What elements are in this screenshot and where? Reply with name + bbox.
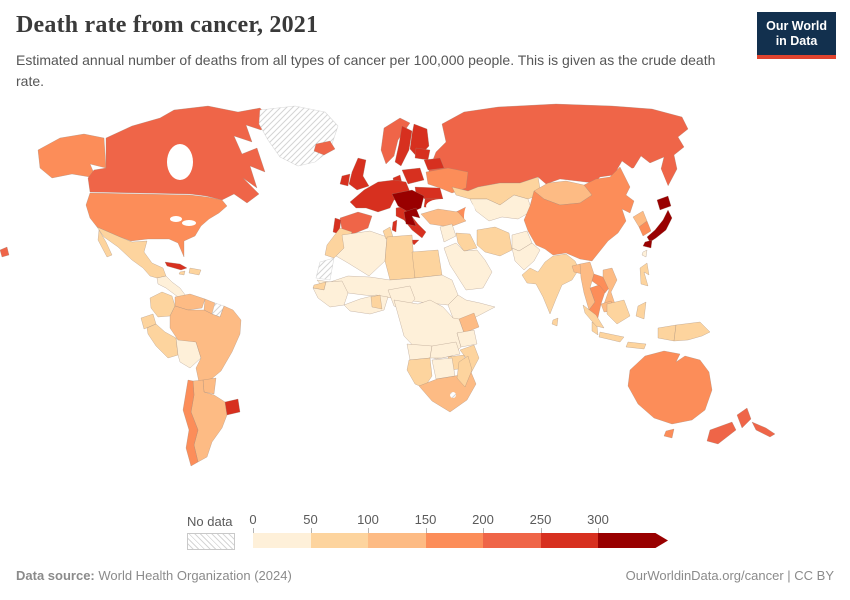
- legend-bin-100-150[interactable]: [368, 533, 426, 548]
- region-sardinia[interactable]: [391, 219, 398, 233]
- region-lesotho[interactable]: [450, 392, 456, 398]
- region-lesser-sunda[interactable]: [625, 341, 647, 350]
- region-jamaica[interactable]: [178, 270, 186, 276]
- owid-logo-line1: Our World: [766, 19, 827, 33]
- region-south-korea[interactable]: [638, 220, 652, 237]
- owid-logo[interactable]: Our World in Data: [757, 12, 836, 59]
- region-chile[interactable]: [182, 379, 199, 467]
- data-source-note: Data source: World Health Organization (…: [16, 568, 292, 583]
- data-source-text: World Health Organization (2024): [94, 568, 292, 583]
- great-lakes-2: [182, 220, 196, 226]
- region-levant[interactable]: [439, 223, 457, 243]
- legend-tick-label: 250: [529, 512, 552, 527]
- region-western-sahara[interactable]: [315, 257, 335, 281]
- owid-logo-line2: in Data: [775, 34, 818, 48]
- region-ghana[interactable]: [370, 294, 383, 310]
- legend-tick-label: 100: [357, 512, 379, 527]
- page-title: Death rate from cancer, 2021: [16, 12, 319, 38]
- region-java[interactable]: [598, 331, 625, 343]
- great-lakes: [170, 216, 182, 222]
- region-alaska[interactable]: [37, 133, 107, 179]
- region-russia-far-east[interactable]: [0, 246, 10, 258]
- region-philippines[interactable]: [639, 262, 650, 287]
- region-zambia[interactable]: [429, 341, 461, 359]
- region-hispaniola[interactable]: [188, 267, 202, 276]
- region-pakistan[interactable]: [511, 242, 541, 271]
- legend-tick-label: 300: [587, 512, 609, 527]
- region-greece[interactable]: [403, 207, 421, 227]
- region-new-zealand-south[interactable]: [706, 421, 737, 445]
- region-india[interactable]: [521, 253, 580, 315]
- region-japan-honshu[interactable]: [646, 209, 673, 243]
- region-japan-hokkaido[interactable]: [656, 195, 672, 211]
- region-madagascar[interactable]: [456, 355, 473, 388]
- region-japan-kyushu[interactable]: [642, 239, 653, 249]
- region-west-africa[interactable]: [312, 280, 349, 308]
- legend-tick-label: 150: [414, 512, 437, 527]
- legend-colorbar: 0 50 100 150 200 250 300: [249, 512, 673, 552]
- legend-bin-200-250[interactable]: [483, 533, 541, 548]
- region-australia[interactable]: [627, 350, 713, 425]
- region-borneo[interactable]: [606, 299, 631, 325]
- region-baja-california[interactable]: [97, 229, 113, 258]
- region-taiwan[interactable]: [641, 249, 648, 258]
- map-legend: No data 0 50 100 150 200 250 300: [0, 512, 850, 558]
- region-paraguay[interactable]: [202, 377, 217, 395]
- world-choropleth-map: [0, 100, 850, 506]
- black-sea: [426, 199, 458, 213]
- region-belarus[interactable]: [423, 157, 445, 171]
- region-egypt[interactable]: [411, 249, 443, 279]
- region-iceland[interactable]: [313, 140, 336, 156]
- region-poland[interactable]: [401, 167, 425, 185]
- no-data-label: No data: [187, 514, 233, 529]
- region-united-kingdom[interactable]: [348, 157, 370, 191]
- legend-bin-250-300[interactable]: [540, 533, 598, 548]
- region-west-papua[interactable]: [657, 324, 677, 342]
- region-new-caledonia[interactable]: [751, 421, 776, 438]
- region-iran[interactable]: [476, 226, 513, 257]
- region-sulawesi[interactable]: [635, 301, 647, 320]
- data-source-label: Data source:: [16, 568, 95, 583]
- region-ireland[interactable]: [339, 173, 351, 187]
- region-tanzania[interactable]: [456, 329, 478, 348]
- region-sri-lanka[interactable]: [551, 317, 559, 327]
- region-myanmar[interactable]: [579, 261, 596, 311]
- region-baltics[interactable]: [414, 147, 431, 161]
- legend-tick-label: 0: [249, 512, 257, 527]
- legend-tick-label: 200: [472, 512, 494, 527]
- region-iraq[interactable]: [455, 232, 478, 252]
- chart-subtitle: Estimated annual number of deaths from a…: [16, 52, 716, 89]
- legend-bin-150-200[interactable]: [425, 533, 483, 548]
- region-papua-new-guinea[interactable]: [673, 321, 711, 342]
- legend-bin-50-100[interactable]: [310, 533, 368, 548]
- legend-bin-0-50[interactable]: [253, 533, 311, 548]
- legend-bin-300-plus[interactable]: [598, 533, 668, 548]
- region-new-zealand-north[interactable]: [736, 407, 752, 429]
- hudson-bay: [167, 144, 193, 180]
- region-uruguay[interactable]: [224, 398, 241, 416]
- region-sweden[interactable]: [394, 125, 413, 167]
- sea-of-okhotsk: [630, 163, 668, 193]
- caspian-sea: [464, 203, 476, 231]
- no-data-swatch[interactable]: [187, 533, 235, 550]
- region-turkey[interactable]: [420, 208, 467, 228]
- legend-tick-label: 50: [303, 512, 318, 527]
- region-tasmania[interactable]: [663, 428, 675, 439]
- region-saudi-arabia[interactable]: [443, 242, 493, 291]
- region-brazil[interactable]: [169, 305, 242, 383]
- region-botswana[interactable]: [431, 357, 456, 380]
- region-greenland[interactable]: [258, 105, 339, 167]
- credit-link[interactable]: OurWorldinData.org/cancer | CC BY: [625, 568, 834, 583]
- region-libya[interactable]: [384, 234, 416, 281]
- region-sumatra[interactable]: [582, 304, 605, 329]
- region-balkans[interactable]: [391, 189, 425, 214]
- region-cuba[interactable]: [164, 261, 188, 271]
- region-algeria[interactable]: [335, 230, 388, 277]
- region-china[interactable]: [523, 166, 635, 262]
- region-sahel[interactable]: [316, 274, 459, 306]
- region-angola[interactable]: [406, 343, 433, 361]
